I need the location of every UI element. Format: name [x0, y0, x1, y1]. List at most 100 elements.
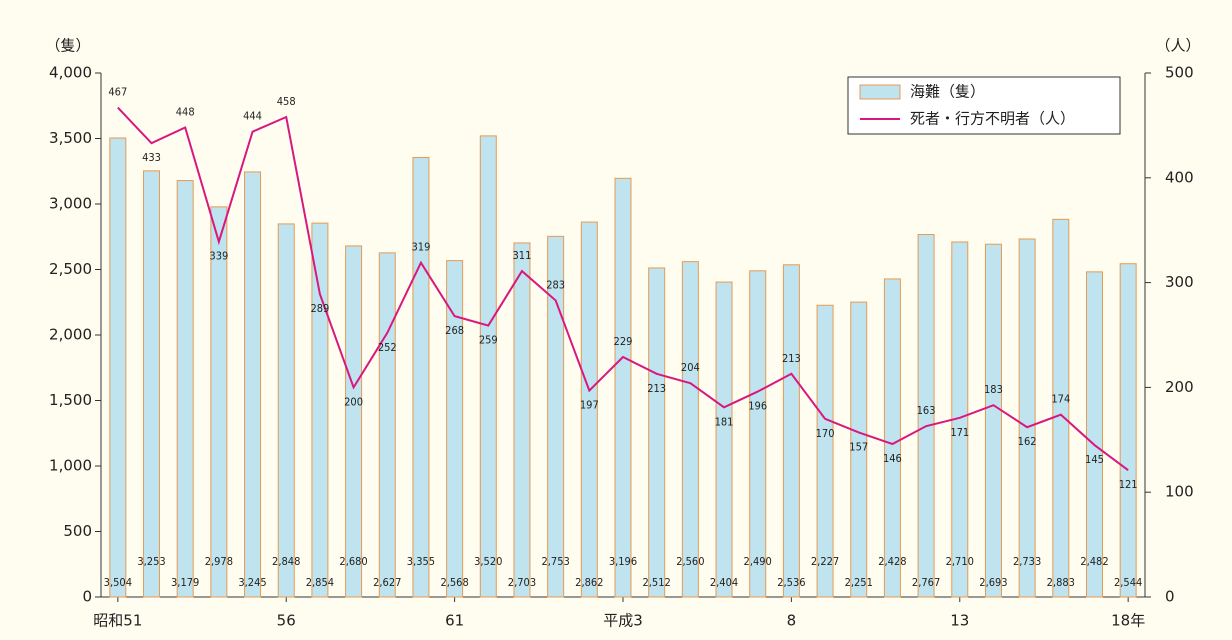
y-tick-label: 500 [63, 522, 92, 540]
line-value-label: 433 [142, 151, 161, 164]
bar [479, 135, 497, 598]
line-value-label: 196 [748, 400, 767, 413]
bar [446, 260, 464, 598]
x-tick-label: 61 [445, 612, 464, 630]
bar-value-label: 2,560 [676, 555, 704, 568]
line-value-label: 171 [950, 426, 969, 439]
bar [1052, 218, 1070, 598]
legend-label: 海難（隻） [910, 83, 985, 101]
line-value-label: 146 [883, 452, 902, 465]
line-value-label: 157 [849, 440, 868, 453]
line-value-label: 197 [580, 399, 599, 412]
bar [749, 270, 767, 598]
bar-value-label: 3,520 [474, 555, 502, 568]
line-value-label: 339 [209, 250, 228, 263]
bar-value-label: 3,196 [609, 555, 637, 568]
bar [176, 180, 194, 598]
line-value-label: 162 [1018, 435, 1037, 448]
y2-tick-label: 100 [1165, 483, 1194, 501]
line-value-label: 213 [647, 382, 666, 395]
y2-tick-label: 500 [1165, 64, 1194, 82]
bar-value-label: 2,703 [508, 576, 536, 589]
bar-value-label: 2,978 [205, 555, 233, 568]
y-tick-label: 2,500 [49, 260, 92, 278]
bar-value-label: 2,544 [1114, 576, 1142, 589]
line-value-label: 183 [984, 383, 1003, 396]
bar [378, 252, 396, 598]
bar-value-label: 2,428 [878, 555, 906, 568]
line-value-label: 213 [782, 352, 801, 365]
bar-value-label: 3,504 [104, 576, 132, 589]
bar-value-label: 2,536 [777, 576, 805, 589]
line-value-label: 289 [310, 302, 329, 315]
bar-value-label: 2,680 [339, 555, 367, 568]
y-tick-label: 0 [82, 588, 92, 606]
bar [883, 278, 901, 598]
bar [648, 267, 666, 598]
line [117, 106, 1129, 471]
bar-value-label: 2,627 [373, 576, 401, 589]
line-value-label: 319 [411, 241, 430, 254]
bar [547, 235, 565, 598]
bar [984, 243, 1002, 598]
bar-value-label: 2,710 [946, 555, 974, 568]
line-value-label: 229 [614, 335, 633, 348]
bar-value-label: 2,767 [912, 576, 940, 589]
bar-value-label: 2,251 [845, 576, 873, 589]
x-tick-label: 13 [950, 612, 969, 630]
y2-tick-label: 200 [1165, 378, 1194, 396]
bar-value-label: 2,512 [643, 576, 671, 589]
bar-value-label: 2,404 [710, 576, 738, 589]
y2-axis-label: （人） [1155, 37, 1200, 55]
x-tick-label: 昭和51 [93, 612, 142, 630]
bar-value-label: 3,179 [171, 576, 199, 589]
line-value-label: 458 [277, 95, 296, 108]
x-tick-label: 8 [787, 612, 797, 630]
line-value-label: 448 [176, 105, 195, 118]
bar-value-label: 2,227 [811, 555, 839, 568]
x-tick-label: 56 [277, 612, 296, 630]
y-tick-label: 3,000 [49, 195, 92, 213]
y-tick-label: 1,000 [49, 457, 92, 475]
bar-value-label: 2,848 [272, 555, 300, 568]
bar [917, 234, 935, 598]
line-value-label: 204 [681, 361, 700, 374]
bar [850, 301, 868, 598]
bar-value-label: 2,733 [1013, 555, 1041, 568]
bar [681, 261, 699, 598]
bar-value-label: 3,355 [407, 555, 435, 568]
bar-value-label: 2,490 [744, 555, 772, 568]
y-tick-label: 4,000 [49, 64, 92, 82]
bar [345, 245, 363, 598]
line-value-label: 311 [513, 249, 532, 262]
line-value-label: 467 [108, 86, 127, 99]
line-value-label: 145 [1085, 453, 1104, 466]
line-value-label: 174 [1051, 393, 1070, 406]
bar [715, 281, 733, 598]
line-value-label: 181 [715, 415, 734, 428]
y-tick-label: 3,500 [49, 129, 92, 147]
x-tick-label: 平成3 [603, 612, 643, 630]
legend-label: 死者・行方不明者（人） [910, 110, 1075, 128]
bar [210, 206, 228, 598]
bar-value-label: 2,883 [1047, 576, 1075, 589]
bar-value-label: 3,253 [137, 555, 165, 568]
bar [1119, 263, 1137, 598]
bar [1085, 271, 1103, 598]
bar-value-label: 3,245 [238, 576, 266, 589]
legend-swatch [859, 84, 901, 100]
y-tick-label: 1,500 [49, 391, 92, 409]
bar [513, 242, 531, 598]
bar-value-label: 2,862 [575, 576, 603, 589]
y-tick-label: 2,000 [49, 326, 92, 344]
y2-tick-label: 0 [1165, 588, 1175, 606]
bar [311, 222, 329, 598]
line-value-label: 283 [546, 278, 565, 291]
bar [816, 304, 834, 598]
bar [109, 137, 127, 598]
line-value-label: 268 [445, 324, 464, 337]
y2-tick-label: 300 [1165, 273, 1194, 291]
bar [782, 264, 800, 598]
x-tick-label: 18年 [1111, 612, 1145, 630]
